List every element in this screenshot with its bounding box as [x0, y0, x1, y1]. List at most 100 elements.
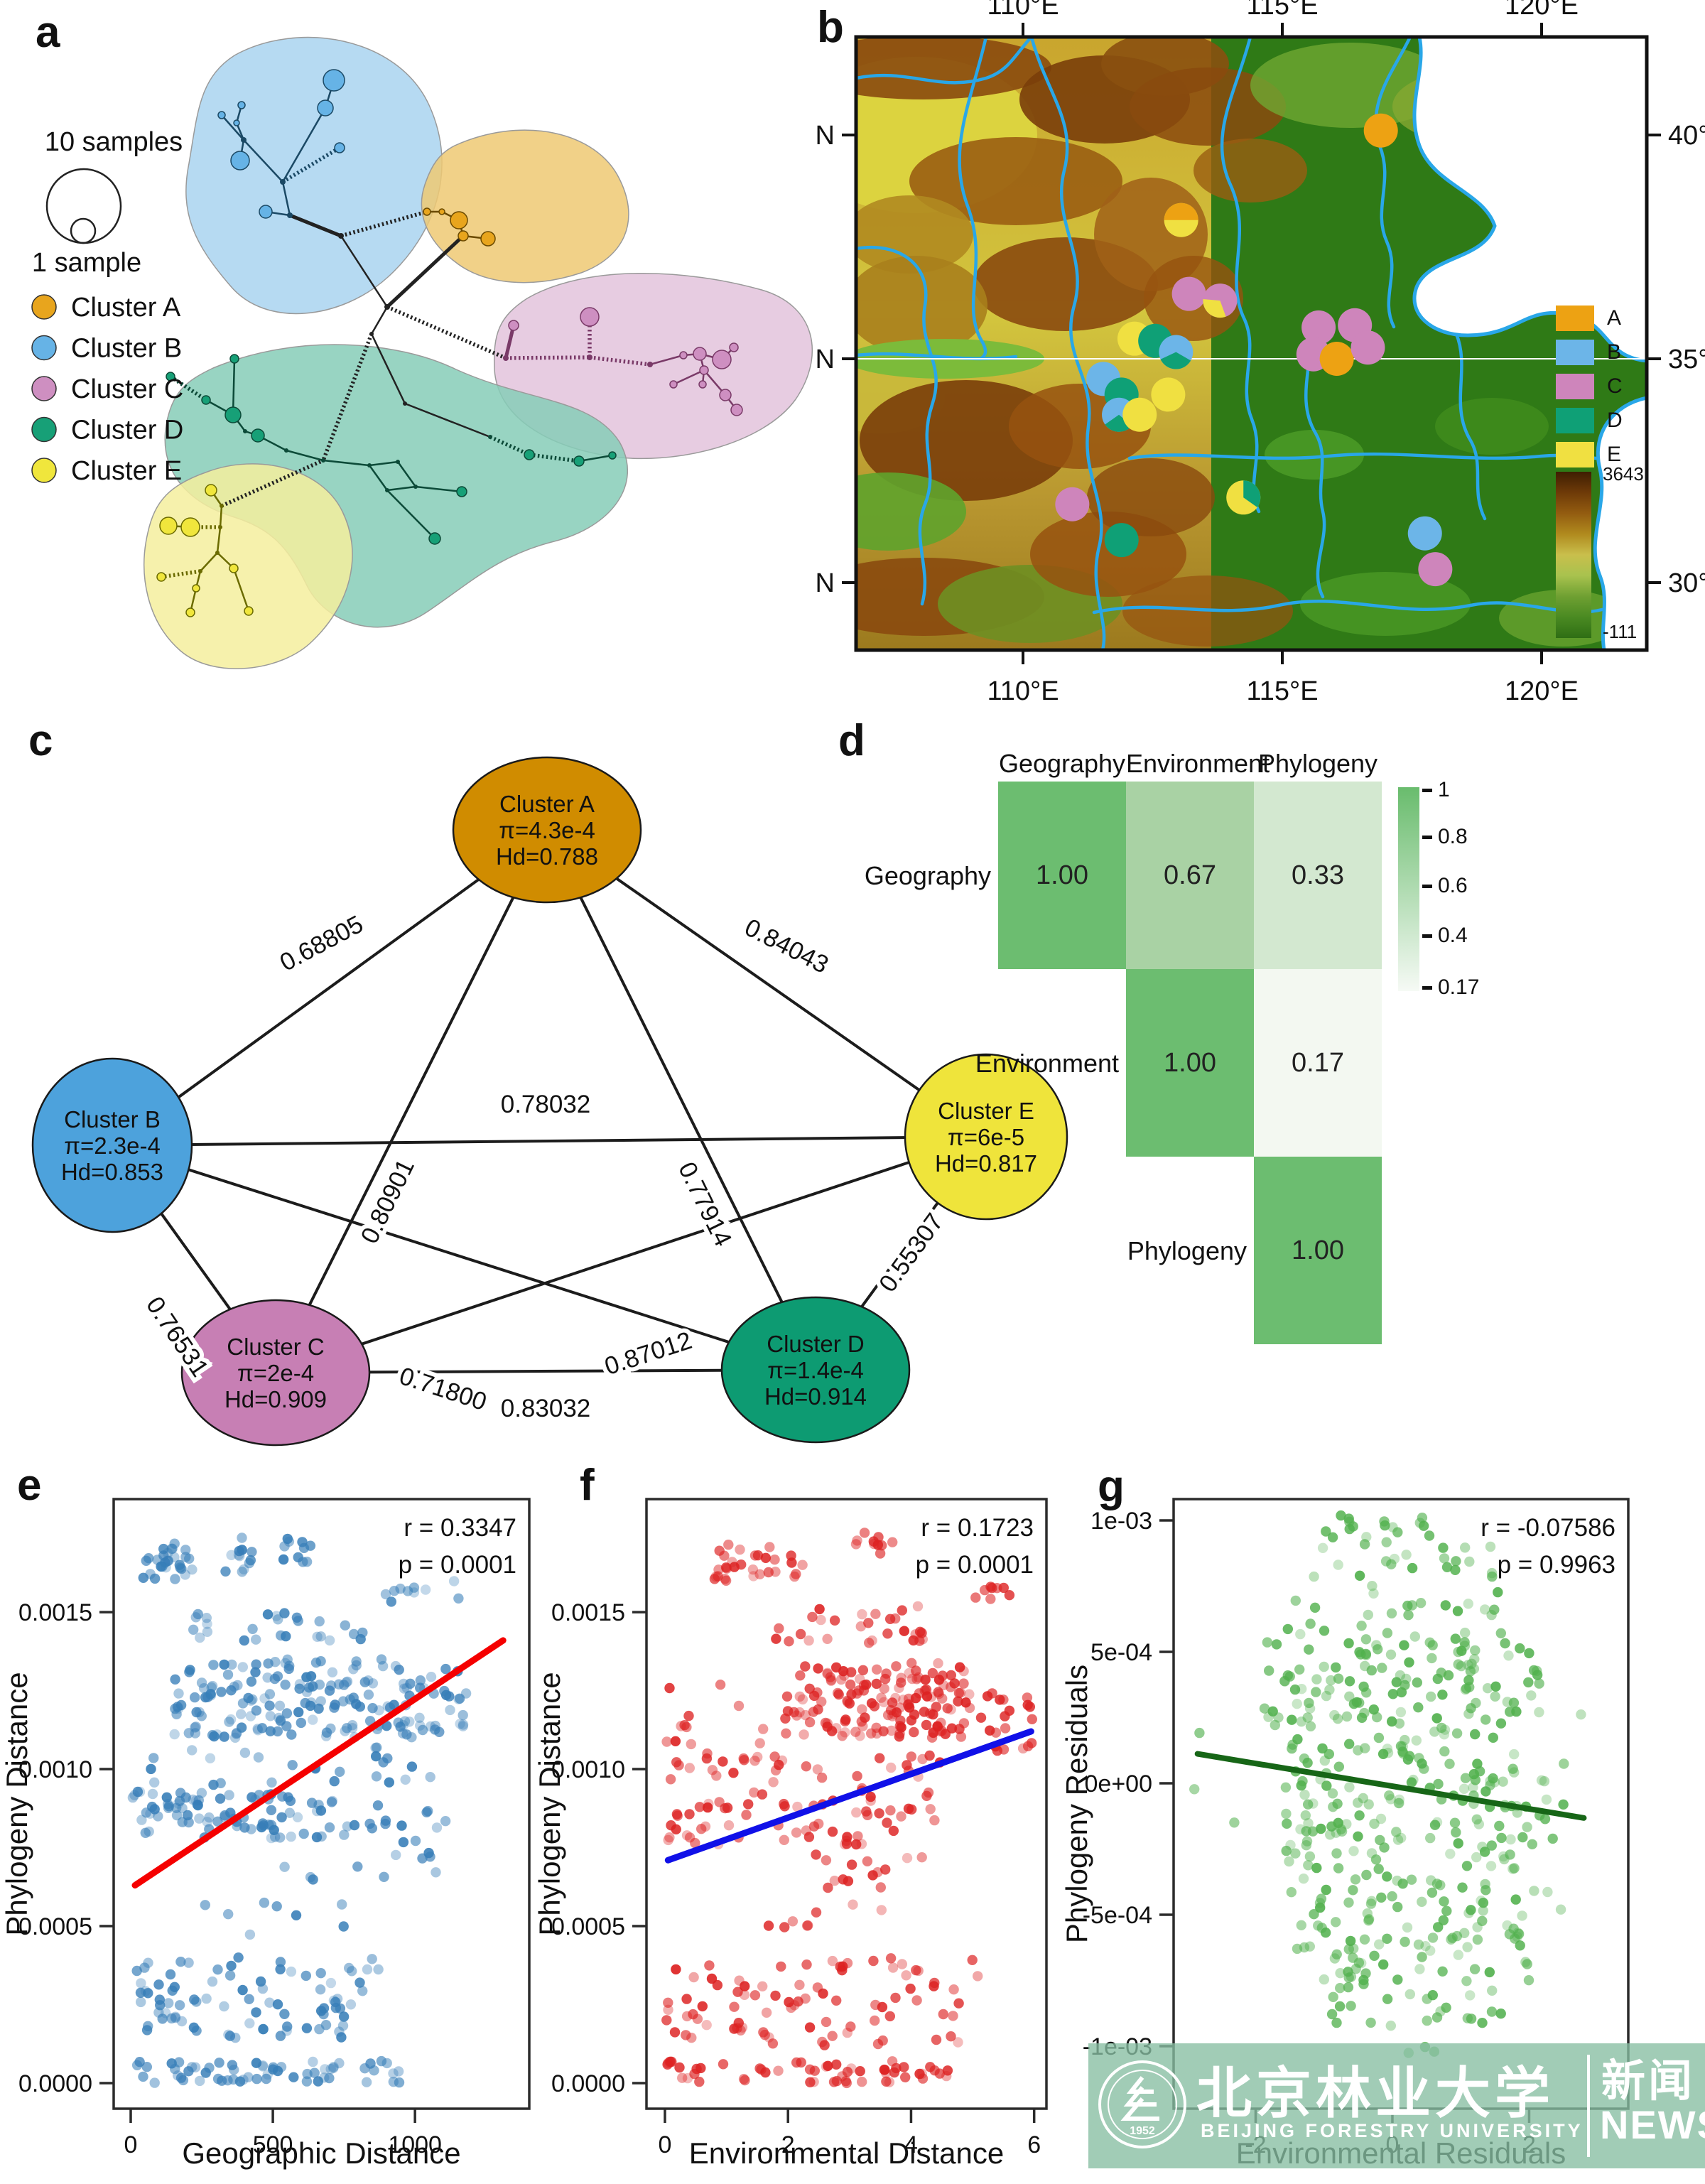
haplotype-node: [679, 351, 688, 360]
sample-site-wedge-E: [1203, 299, 1226, 318]
map-panel: 110°E 110°E 115°E 115°E 120°E 120°E 40°N 40°N 35…: [817, 0, 1705, 706]
y-tick-label: 0.0015: [551, 1599, 625, 1626]
map-frame: [854, 35, 1649, 652]
legend-label: Cluster A: [71, 293, 181, 323]
legend-label: Cluster B: [71, 334, 182, 364]
haplotype-node: [608, 451, 617, 460]
network-edge: [578, 454, 613, 463]
map-legend-label: B: [1607, 340, 1621, 364]
sample-site-wedge-D: [1160, 352, 1191, 369]
haplotype-node: [244, 606, 254, 616]
pvalue-annotation: p = 0.0001: [399, 1551, 516, 1579]
x-tick-label: 0: [124, 2131, 138, 2158]
panel-d-label: d: [838, 716, 865, 765]
correlation-annotation: r = -0.07586: [1481, 1514, 1615, 1542]
province-border: [1220, 37, 1261, 514]
legend-swatch-D: [31, 416, 57, 443]
pairwise-edge-CE: [275, 1135, 987, 1374]
x-tick-label: 4: [904, 2131, 918, 2158]
heatmap-colorbar-tickmark: [1422, 986, 1432, 990]
heatmap-cell: 0.17: [1254, 969, 1382, 1157]
haplotype-node: [229, 563, 239, 573]
panel-c-label: c: [28, 716, 53, 765]
network-edge: [396, 461, 417, 487]
junction-node: [488, 435, 492, 439]
haplotype-node: [719, 389, 732, 401]
map-ytick-left: 35°N: [817, 345, 835, 374]
elevation-colorbar: [1556, 472, 1591, 638]
heatmap-colorbar-tick: 0.6: [1438, 873, 1468, 897]
network-edge: [169, 374, 207, 402]
heatmap-cell: 0.33: [1254, 782, 1382, 969]
haplotype-node: [438, 208, 445, 215]
network-edge: [368, 465, 389, 491]
junction-node: [403, 401, 407, 406]
junction-node: [647, 362, 653, 367]
haplotype-node: [229, 354, 239, 364]
network-edge: [386, 485, 416, 492]
legend-swatch-B: [31, 335, 57, 361]
heatmap-col-header: Geography: [998, 749, 1126, 778]
heatmap-row-label: Phylogeny: [1127, 1236, 1247, 1265]
sample-site-marker-C: [1055, 487, 1090, 521]
y-tick-label: -5e-04: [1083, 1902, 1152, 1929]
map-legend-label: D: [1607, 409, 1623, 432]
network-edge: [415, 485, 462, 493]
pairwise-edge-AD: [546, 829, 817, 1371]
plot-box: [112, 1498, 531, 2110]
haplotype-node: [334, 142, 345, 153]
junction-node: [385, 488, 389, 492]
seal-year: 1952: [1130, 2125, 1155, 2137]
cluster-node-B: [31, 1057, 193, 1233]
correlation-annotation: r = 0.1723: [921, 1514, 1034, 1542]
cluster-node-E: [904, 1053, 1068, 1221]
sample-site-marker-C: [1171, 276, 1206, 311]
network-edge: [673, 369, 705, 386]
junction-node: [241, 137, 247, 143]
map-xtick-top: 120°E: [1505, 0, 1579, 21]
haplotype-network-panel: 10 samples 1 sample Cluster A Cluster B Clus…: [31, 36, 813, 669]
junction-node: [284, 448, 288, 453]
province-border: [1454, 332, 1487, 521]
haplotype-node: [251, 428, 265, 443]
haplotype-node: [166, 372, 175, 382]
junction-node: [369, 332, 374, 336]
network-edge: [281, 107, 327, 183]
sample-site-marker-D: [1104, 523, 1139, 558]
y-tick-label: 0.0000: [551, 2070, 625, 2097]
heatmap-col-header: Environment: [1126, 749, 1270, 778]
map-legend-swatch-E: [1556, 442, 1594, 467]
y-tick-label: 0e+00: [1085, 1771, 1153, 1798]
pairwise-edge-value-AE: 0.84043: [740, 914, 833, 979]
heatmap-colorbar-tickmark: [1422, 884, 1432, 888]
network-edge: [221, 114, 244, 141]
university-name-latin: BEIJING FORESTRY UNIVERSITY: [1201, 2120, 1584, 2141]
map-legend-label: C: [1607, 374, 1623, 398]
cluster-node-D: [720, 1296, 911, 1444]
heatmap-colorbar-tick: 1: [1438, 778, 1450, 802]
sample-site-marker-A: [1363, 113, 1398, 148]
map-ytick-right: 30°N: [1668, 568, 1705, 598]
y-axis-title: Phylogeny Residuals: [1060, 1665, 1093, 1943]
junction-node: [367, 463, 372, 467]
y-tick-label: 5e-04: [1090, 1639, 1152, 1666]
map-legend-label: E: [1607, 443, 1621, 466]
sample-site-marker-C: [1301, 310, 1336, 345]
heatmap-colorbar-tickmark: [1422, 934, 1432, 938]
network-edge: [286, 449, 324, 462]
cluster-node-C: [180, 1299, 371, 1447]
network-backbone-edge: [370, 306, 389, 335]
heatmap-col-header: Phylogeny: [1257, 749, 1378, 778]
regression-line: [131, 1637, 507, 1889]
junction-node: [396, 460, 400, 464]
university-name-cjk: 北京林业大学: [1196, 2062, 1555, 2124]
scatter-points: [127, 1532, 472, 2088]
map-legend-swatch-A: [1556, 306, 1594, 331]
pairwise-edge-AE: [546, 828, 987, 1138]
network-backbone-edge: [321, 333, 374, 461]
haplotype-node: [669, 380, 678, 389]
heatmap-row-label: Environment: [975, 1049, 1119, 1078]
